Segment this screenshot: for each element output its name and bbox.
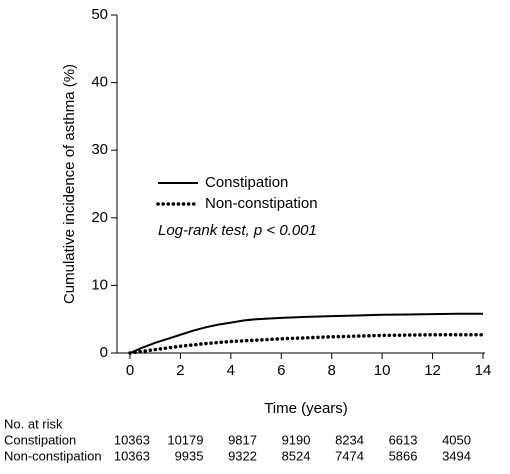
legend-label: Non-constipation	[205, 195, 318, 212]
risk-table-title: No. at risk	[4, 416, 63, 431]
x-tick-label: 4	[227, 362, 235, 379]
data-line	[128, 332, 485, 355]
risk-value: 4050	[442, 432, 471, 447]
y-tick-label: 0	[100, 344, 108, 361]
y-tick-label: 50	[91, 6, 108, 23]
x-tick-label: 2	[176, 362, 184, 379]
risk-value: 9817	[228, 432, 257, 447]
y-axis-label: Cumulative incidence of asthma (%)	[61, 64, 78, 304]
x-tick-label: 8	[328, 362, 336, 379]
y-tick-label: 40	[91, 74, 108, 91]
risk-value: 7474	[335, 448, 364, 463]
risk-value: 3494	[442, 448, 471, 463]
x-axis-label: Time (years)	[264, 400, 348, 417]
x-tick-label: 14	[475, 362, 492, 379]
risk-value: 6613	[389, 432, 418, 447]
risk-value: 9322	[228, 448, 257, 463]
x-tick-label: 6	[277, 362, 285, 379]
risk-value: 10363	[114, 448, 150, 463]
risk-value: 8234	[335, 432, 364, 447]
x-tick-label: 10	[374, 362, 391, 379]
y-tick-label: 30	[91, 141, 108, 158]
risk-row-label: Non-constipation	[4, 448, 102, 463]
risk-value: 10179	[167, 432, 203, 447]
risk-value: 5866	[389, 448, 418, 463]
annotation: Log-rank test, p < 0.001	[158, 222, 317, 239]
x-tick-label: 0	[126, 362, 134, 379]
risk-value: 9190	[282, 432, 311, 447]
y-tick-label: 20	[91, 209, 108, 226]
risk-row-label: Constipation	[4, 432, 76, 447]
risk-value: 10363	[114, 432, 150, 447]
legend-label: Constipation	[205, 174, 288, 191]
y-tick-label: 10	[91, 276, 108, 293]
risk-value: 8524	[282, 448, 311, 463]
data-line	[129, 312, 483, 354]
risk-value: 9935	[175, 448, 204, 463]
x-tick-label: 12	[424, 362, 441, 379]
